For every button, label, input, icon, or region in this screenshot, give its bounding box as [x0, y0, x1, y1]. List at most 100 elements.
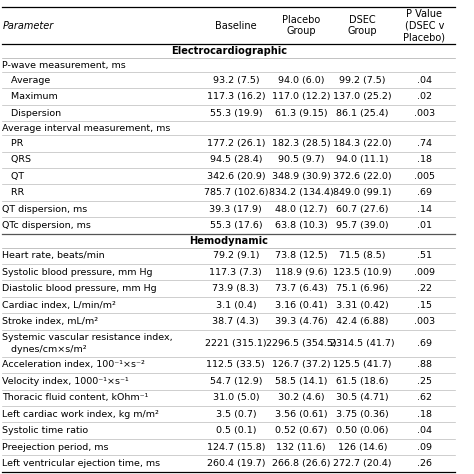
- Text: 2314.5 (41.7): 2314.5 (41.7): [330, 339, 395, 348]
- Text: 260.4 (19.7): 260.4 (19.7): [207, 459, 265, 468]
- Text: 342.6 (20.9): 342.6 (20.9): [207, 172, 265, 181]
- Text: .003: .003: [414, 109, 435, 118]
- Text: QT dispersion, ms: QT dispersion, ms: [2, 204, 88, 213]
- Text: .18: .18: [417, 155, 432, 164]
- Text: DSEC
Group: DSEC Group: [348, 15, 377, 36]
- Text: 3.75 (0.36): 3.75 (0.36): [336, 410, 389, 419]
- Text: 2296.5 (354.5): 2296.5 (354.5): [266, 339, 336, 348]
- Text: .14: .14: [417, 204, 432, 213]
- Text: .74: .74: [417, 139, 432, 148]
- Text: 0.50 (0.06): 0.50 (0.06): [337, 426, 389, 435]
- Text: 42.4 (6.88): 42.4 (6.88): [337, 317, 389, 326]
- Text: 93.2 (7.5): 93.2 (7.5): [212, 76, 259, 85]
- Text: .01: .01: [417, 221, 432, 230]
- Text: .04: .04: [417, 426, 432, 435]
- Text: 117.3 (16.2): 117.3 (16.2): [207, 92, 265, 101]
- Text: 272.7 (20.4): 272.7 (20.4): [333, 459, 392, 468]
- Text: 849.0 (99.1): 849.0 (99.1): [333, 188, 392, 197]
- Text: 61.3 (9.15): 61.3 (9.15): [274, 109, 328, 118]
- Text: QTc dispersion, ms: QTc dispersion, ms: [2, 221, 91, 230]
- Text: Velocity index, 1000⁻¹×s⁻¹: Velocity index, 1000⁻¹×s⁻¹: [2, 377, 129, 386]
- Text: 79.2 (9.1): 79.2 (9.1): [212, 251, 259, 260]
- Text: 372.6 (22.0): 372.6 (22.0): [333, 172, 392, 181]
- Text: 785.7 (102.6): 785.7 (102.6): [203, 188, 268, 197]
- Text: 266.8 (26.6): 266.8 (26.6): [272, 459, 330, 468]
- Text: 99.2 (7.5): 99.2 (7.5): [339, 76, 386, 85]
- Text: 126.7 (37.2): 126.7 (37.2): [272, 360, 330, 369]
- Text: .26: .26: [417, 459, 432, 468]
- Text: Average interval measurement, ms: Average interval measurement, ms: [2, 124, 171, 133]
- Text: RR: RR: [2, 188, 25, 197]
- Text: .15: .15: [417, 301, 432, 310]
- Text: 125.5 (41.7): 125.5 (41.7): [333, 360, 392, 369]
- Text: 55.3 (19.9): 55.3 (19.9): [210, 109, 262, 118]
- Text: 94.0 (6.0): 94.0 (6.0): [278, 76, 324, 85]
- Text: 3.16 (0.41): 3.16 (0.41): [274, 301, 328, 310]
- Text: .22: .22: [417, 284, 432, 293]
- Text: 117.3 (7.3): 117.3 (7.3): [210, 268, 262, 277]
- Text: P-wave measurement, ms: P-wave measurement, ms: [2, 61, 126, 70]
- Text: 63.8 (10.3): 63.8 (10.3): [274, 221, 328, 230]
- Text: .25: .25: [417, 377, 432, 386]
- Text: .69: .69: [417, 188, 432, 197]
- Text: Systolic blood pressure, mm Hg: Systolic blood pressure, mm Hg: [2, 268, 153, 277]
- Text: 137.0 (25.2): 137.0 (25.2): [333, 92, 392, 101]
- Text: 38.7 (4.3): 38.7 (4.3): [212, 317, 259, 326]
- Text: .09: .09: [417, 443, 432, 452]
- Text: 95.7 (39.0): 95.7 (39.0): [336, 221, 389, 230]
- Text: 124.7 (15.8): 124.7 (15.8): [207, 443, 265, 452]
- Text: Stroke index, mL/m²: Stroke index, mL/m²: [2, 317, 99, 326]
- Text: Maximum: Maximum: [2, 92, 58, 101]
- Text: 177.2 (26.1): 177.2 (26.1): [207, 139, 265, 148]
- Text: Heart rate, beats/min: Heart rate, beats/min: [2, 251, 105, 260]
- Text: Systolic time ratio: Systolic time ratio: [2, 426, 89, 435]
- Text: Systemic vascular resistance index,: Systemic vascular resistance index,: [2, 333, 173, 342]
- Text: 60.7 (27.6): 60.7 (27.6): [337, 204, 389, 213]
- Text: 30.5 (4.71): 30.5 (4.71): [336, 393, 389, 402]
- Text: 2221 (315.1): 2221 (315.1): [205, 339, 267, 348]
- Text: Thoracic fluid content, kOhm⁻¹: Thoracic fluid content, kOhm⁻¹: [2, 393, 149, 402]
- Text: .18: .18: [417, 410, 432, 419]
- Text: Left ventricular ejection time, ms: Left ventricular ejection time, ms: [2, 459, 161, 468]
- Text: Average: Average: [2, 76, 51, 85]
- Text: Electrocardiographic: Electrocardiographic: [171, 46, 287, 56]
- Text: 0.52 (0.67): 0.52 (0.67): [275, 426, 327, 435]
- Text: QT: QT: [2, 172, 25, 181]
- Text: 71.5 (8.5): 71.5 (8.5): [339, 251, 386, 260]
- Text: 126 (14.6): 126 (14.6): [338, 443, 387, 452]
- Text: 3.5 (0.7): 3.5 (0.7): [216, 410, 256, 419]
- Text: 123.5 (10.9): 123.5 (10.9): [333, 268, 392, 277]
- Text: .04: .04: [417, 76, 432, 85]
- Text: .003: .003: [414, 317, 435, 326]
- Text: 94.5 (28.4): 94.5 (28.4): [210, 155, 262, 164]
- Text: 132 (11.6): 132 (11.6): [276, 443, 326, 452]
- Text: 94.0 (11.1): 94.0 (11.1): [337, 155, 389, 164]
- Text: 3.56 (0.61): 3.56 (0.61): [274, 410, 328, 419]
- Text: Baseline: Baseline: [215, 20, 256, 31]
- Text: Placebo
Group: Placebo Group: [282, 15, 320, 36]
- Text: .51: .51: [417, 251, 432, 260]
- Text: 31.0 (5.0): 31.0 (5.0): [212, 393, 259, 402]
- Text: 73.9 (8.3): 73.9 (8.3): [212, 284, 259, 293]
- Text: 184.3 (22.0): 184.3 (22.0): [333, 139, 392, 148]
- Text: 55.3 (17.6): 55.3 (17.6): [210, 221, 262, 230]
- Text: 118.9 (9.6): 118.9 (9.6): [275, 268, 327, 277]
- Text: 182.3 (28.5): 182.3 (28.5): [272, 139, 330, 148]
- Text: QRS: QRS: [2, 155, 31, 164]
- Text: 834.2 (134.4): 834.2 (134.4): [269, 188, 333, 197]
- Text: 30.2 (4.6): 30.2 (4.6): [278, 393, 324, 402]
- Text: .02: .02: [417, 92, 432, 101]
- Text: .009: .009: [414, 268, 435, 277]
- Text: Preejection period, ms: Preejection period, ms: [2, 443, 109, 452]
- Text: 86.1 (25.4): 86.1 (25.4): [337, 109, 389, 118]
- Text: Diastolic blood pressure, mm Hg: Diastolic blood pressure, mm Hg: [2, 284, 157, 293]
- Text: Left cardiac work index, kg m/m²: Left cardiac work index, kg m/m²: [2, 410, 159, 419]
- Text: .62: .62: [417, 393, 432, 402]
- Text: 0.5 (0.1): 0.5 (0.1): [216, 426, 256, 435]
- Text: Parameter: Parameter: [2, 20, 54, 31]
- Text: .69: .69: [417, 339, 432, 348]
- Text: P Value
(DSEC v
Placebo): P Value (DSEC v Placebo): [403, 9, 445, 42]
- Text: 73.8 (12.5): 73.8 (12.5): [274, 251, 328, 260]
- Text: Hemodynamic: Hemodynamic: [189, 236, 268, 246]
- Text: 39.3 (17.9): 39.3 (17.9): [210, 204, 262, 213]
